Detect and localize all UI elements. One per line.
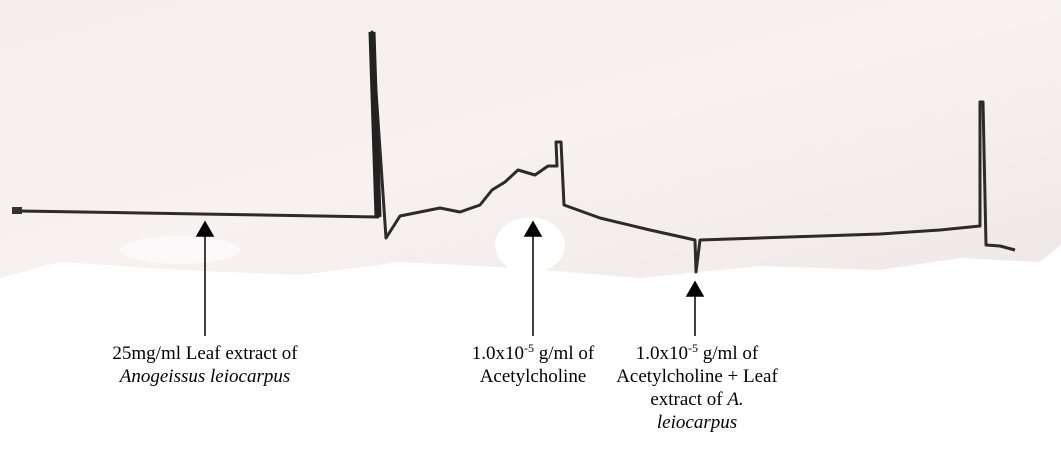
superscript: -5	[688, 341, 698, 355]
text-run: Acetylcholine + Leaf	[616, 366, 778, 387]
text-run: 25mg/ml Leaf extract of	[112, 343, 297, 364]
annotation-line: extract of A.	[557, 388, 837, 411]
text-run: leiocarpus	[657, 412, 737, 433]
annotation-line: leiocarpus	[557, 411, 837, 434]
text-run: Anogeissus leiocarpus	[120, 366, 290, 387]
text-run: 1.0x10	[636, 343, 688, 364]
paper-stain	[120, 236, 240, 264]
annotation-line: Anogeissus leiocarpus	[65, 365, 345, 388]
paper-stain	[495, 217, 565, 273]
superscript: -5	[524, 341, 534, 355]
text-run: A.	[727, 389, 743, 410]
annotation-line: 1.0x10-5 g/ml of	[557, 342, 837, 365]
text-run: 1.0x10	[472, 343, 524, 364]
annotation-line: 25mg/ml Leaf extract of	[65, 342, 345, 365]
kymograph-trace	[0, 0, 1061, 463]
arrow-head	[687, 282, 703, 296]
annotation-line: Acetylcholine + Leaf	[557, 365, 837, 388]
text-run: extract of	[650, 389, 727, 410]
figure: 25mg/ml Leaf extract ofAnogeissus leioca…	[0, 0, 1061, 463]
text-run: g/ml of	[698, 343, 758, 364]
